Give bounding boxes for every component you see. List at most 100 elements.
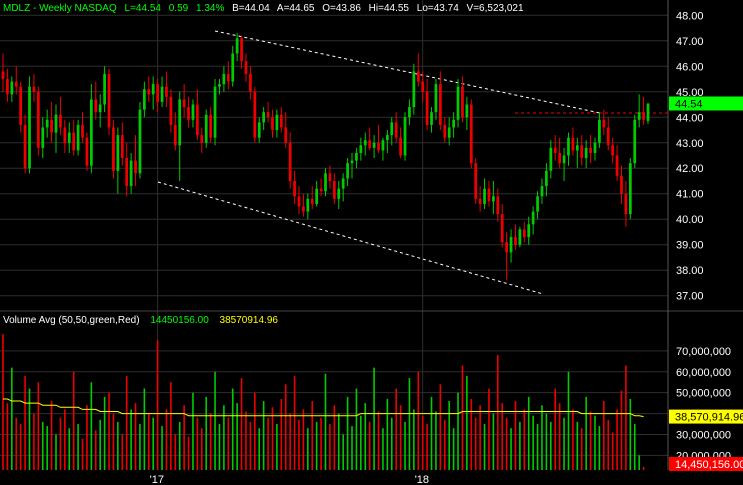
volume-bar — [620, 390, 623, 470]
candle-body — [209, 114, 213, 138]
volume-bar — [399, 405, 402, 470]
candle-body — [165, 86, 168, 97]
candle-body — [540, 186, 544, 197]
candle-body — [67, 132, 71, 143]
candle-body — [218, 84, 221, 87]
volume-bar — [276, 424, 278, 470]
candle-body — [377, 142, 380, 151]
candle-body — [403, 117, 407, 156]
candle-body — [606, 127, 610, 146]
candle-body — [98, 104, 102, 113]
price-tick-label: 41.00 — [676, 189, 704, 201]
candle-body — [430, 112, 433, 125]
candle-body — [134, 160, 137, 174]
axis-tags: 44.54 38,570,914.96 14,450,156.00 — [669, 96, 743, 471]
candle-body — [293, 180, 296, 197]
candle-body — [562, 155, 566, 164]
volume-bar — [55, 434, 57, 470]
volume-bar — [121, 434, 124, 470]
candle-body — [240, 38, 243, 62]
candle-body — [315, 188, 319, 204]
candle-body — [633, 119, 637, 164]
candle-body — [147, 89, 151, 95]
volume-bar — [227, 417, 230, 470]
volume-bar — [205, 396, 208, 470]
candle-body — [628, 163, 632, 215]
volume-bar — [24, 375, 26, 470]
channel-trendlines — [157, 30, 668, 295]
price-tick-label: 42.00 — [676, 163, 704, 175]
volume-bar — [527, 396, 530, 470]
volume-bar — [563, 417, 565, 470]
candle-body — [226, 73, 230, 82]
volume-bar — [267, 417, 269, 470]
volume-bar — [117, 421, 119, 470]
last-price-tag-bg — [669, 96, 743, 111]
candle-body — [187, 107, 190, 120]
volume-bar — [108, 392, 110, 470]
volume-bar — [461, 365, 464, 470]
candle-body — [10, 81, 14, 95]
volume-bar — [342, 434, 344, 470]
volume-bar — [558, 403, 561, 470]
candle-body — [483, 188, 486, 204]
candle-body — [341, 178, 345, 189]
candle-body — [461, 86, 464, 118]
volume-bar — [452, 428, 455, 470]
candle-body — [363, 140, 367, 146]
volume-bar — [19, 424, 22, 470]
candle-body — [500, 214, 504, 243]
candle-body — [487, 188, 491, 202]
volume-bar — [196, 417, 199, 470]
candle-body — [59, 114, 62, 128]
candle-body — [310, 198, 314, 204]
volume-bar — [231, 388, 234, 470]
candle-body — [125, 158, 129, 187]
candle-body — [279, 114, 283, 128]
candle-body — [103, 73, 106, 105]
current-volume-tag-bg — [669, 457, 743, 471]
candle-body — [297, 196, 301, 207]
volume-bar — [448, 401, 450, 470]
channel-lower-line — [157, 181, 544, 295]
x-tick-label: '18 — [415, 474, 429, 485]
volume-bar — [519, 421, 521, 470]
candle-body — [381, 140, 385, 151]
candle-body — [32, 86, 36, 92]
candle-body — [324, 173, 327, 192]
volume-bar — [501, 403, 504, 470]
volume-bar — [413, 409, 415, 470]
volume-bar — [125, 375, 128, 470]
candle-body — [416, 71, 420, 82]
candle-body — [465, 104, 469, 118]
volume-bar — [271, 407, 274, 470]
candle-body — [368, 140, 372, 148]
price-change: 0.59 — [168, 3, 189, 14]
volume-bar — [333, 405, 336, 470]
volume-bar — [368, 421, 371, 470]
volume-bar — [355, 388, 358, 470]
volume-bar — [589, 411, 592, 470]
candle-body — [319, 188, 323, 192]
price-tick-label: 48.00 — [676, 10, 704, 22]
volume-bar — [37, 382, 40, 470]
price-tick-label: 43.00 — [676, 138, 704, 150]
volume-bar — [426, 424, 428, 470]
volume-bar — [15, 417, 18, 470]
volume-bar — [603, 401, 605, 470]
volume-bar — [174, 434, 177, 470]
candle-body — [408, 107, 411, 118]
candle-body — [598, 119, 601, 143]
price-tick-label: 38.00 — [676, 265, 704, 277]
volume-bar — [245, 411, 247, 470]
volume-avg-line — [3, 398, 644, 418]
candle-body — [545, 170, 548, 187]
volume-header-label: Volume Avg (50,50,green,Red) — [3, 315, 140, 326]
volume-bar — [483, 424, 486, 470]
candle-body — [615, 155, 619, 176]
volume-tick-label: 50,000,000 — [676, 388, 731, 400]
volume-bar — [351, 426, 353, 470]
candle-body — [271, 117, 274, 131]
price-tick-label: 39.00 — [676, 240, 704, 252]
volume-bar — [6, 403, 9, 470]
